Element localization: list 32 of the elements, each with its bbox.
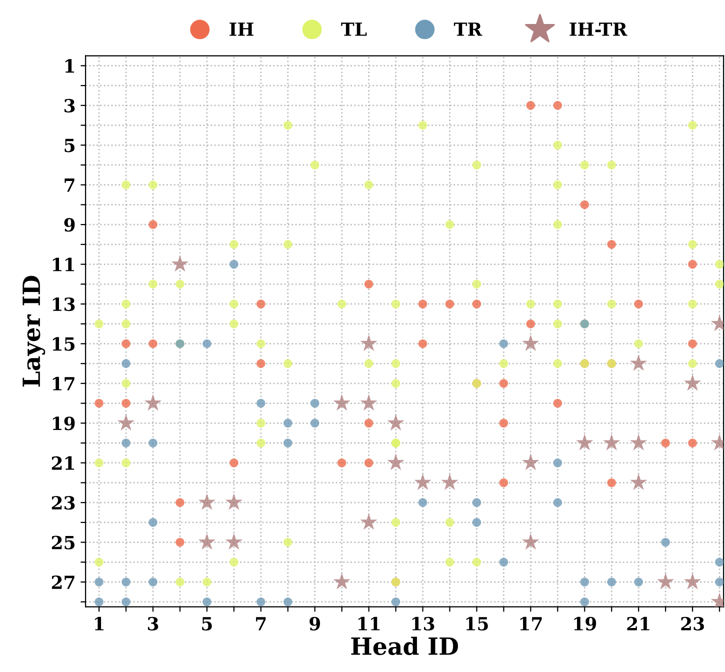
x-tick-label: 5: [202, 617, 212, 631]
y-axis-title: Layer ID: [22, 276, 46, 387]
legend-label: IH: [230, 22, 254, 36]
x-tick-label: 7: [256, 617, 266, 630]
y-tick-label: 3: [64, 98, 75, 113]
x-tick-label: 21: [627, 616, 650, 630]
x-axis-title: Head ID: [351, 636, 458, 656]
y-tick-label: 11: [52, 258, 74, 272]
y-tick-label: 17: [52, 376, 74, 390]
y-tick-label: 19: [52, 416, 75, 430]
x-tick-label: 1: [94, 616, 104, 630]
y-tick-label: 5: [64, 138, 74, 152]
y-tick-label: 21: [52, 456, 74, 470]
legend-label: TL: [341, 22, 367, 36]
legend-label: IH-TR: [570, 22, 628, 36]
y-tick-label: 23: [52, 496, 75, 510]
x-tick-label: 13: [412, 616, 434, 631]
x-tick-label: 15: [466, 616, 488, 631]
x-tick-label: 3: [148, 616, 158, 631]
y-tick-label: 9: [64, 218, 75, 232]
x-tick-label: 23: [681, 616, 704, 631]
x-tick-label: 17: [520, 616, 542, 630]
y-tick-label: 25: [52, 536, 74, 550]
y-tick-label: 7: [64, 178, 74, 192]
y-tick-label: 27: [52, 575, 74, 589]
y-tick-label: 13: [52, 297, 75, 312]
x-tick-label: 11: [358, 616, 380, 630]
y-tick-label: 15: [52, 337, 74, 351]
x-tick-label: 9: [310, 616, 320, 631]
x-tick-label: 19: [574, 616, 596, 631]
y-tick-label: 1: [65, 59, 74, 73]
legend-label: TR: [454, 22, 482, 36]
